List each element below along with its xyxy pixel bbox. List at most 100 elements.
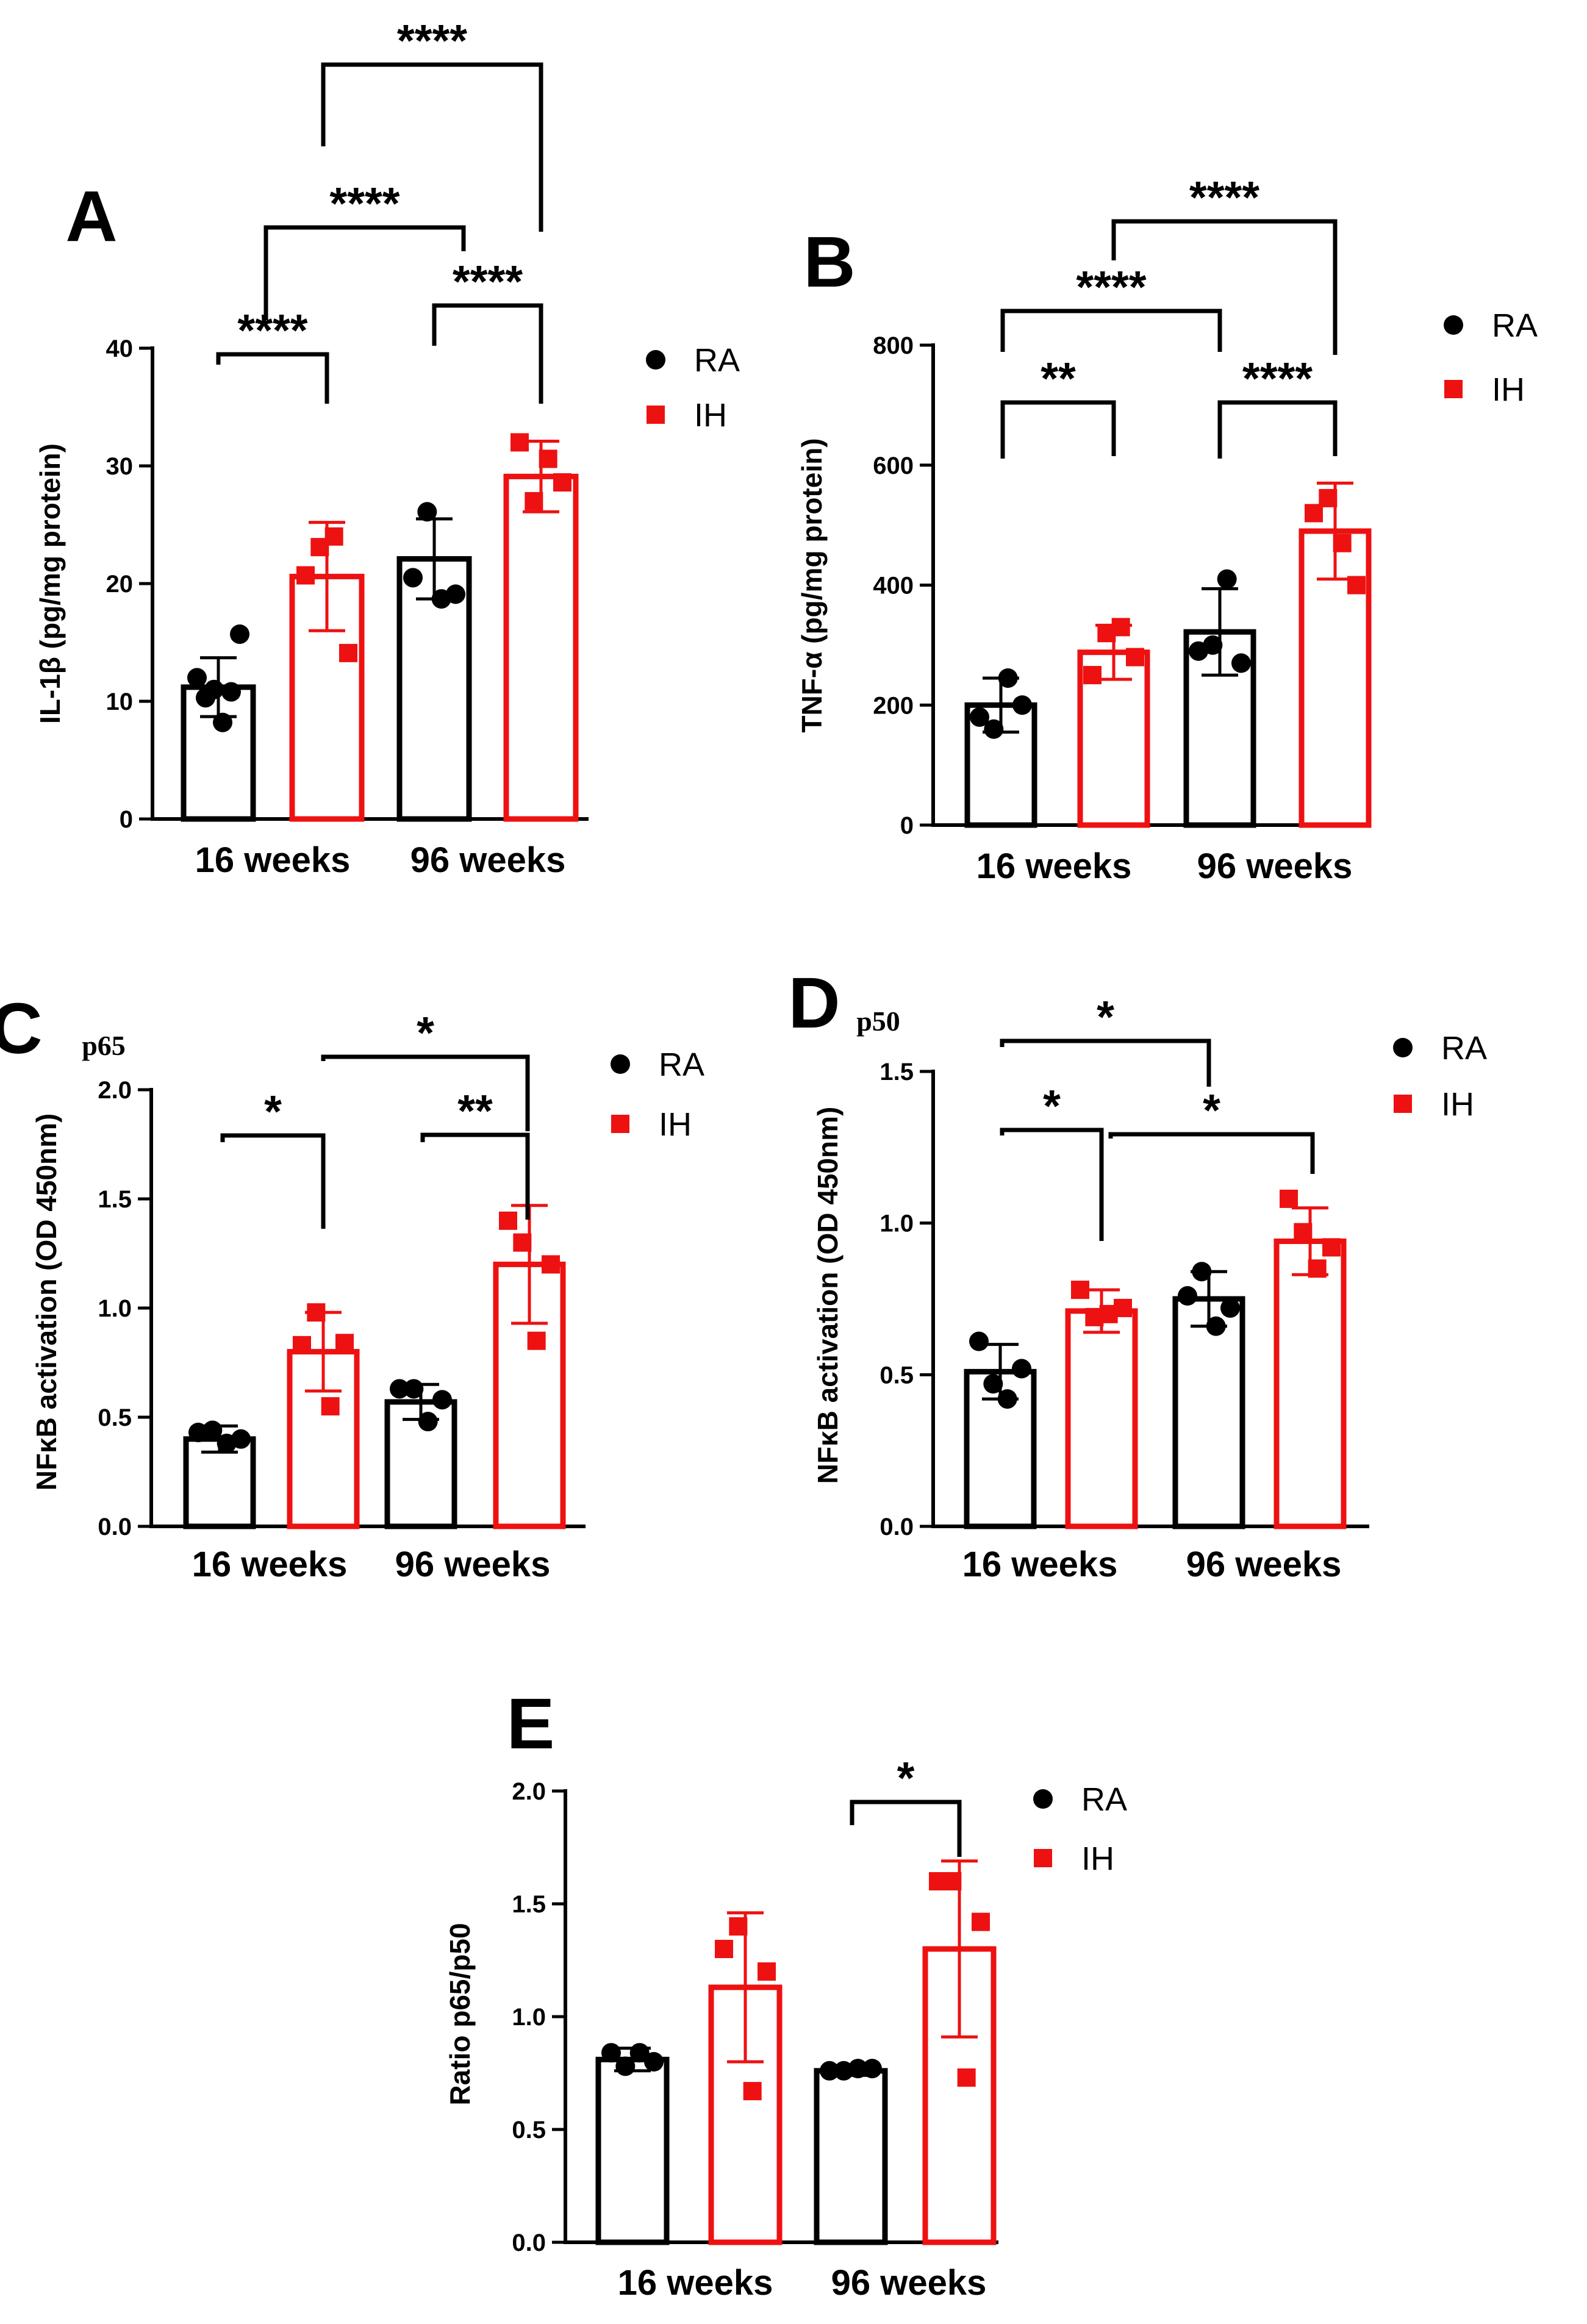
significance-bracket	[321, 62, 543, 232]
significance-stars: *	[897, 1753, 915, 1803]
legend-label-ra: RA	[1492, 307, 1538, 344]
bar-ra	[595, 2056, 670, 2245]
significance-bracket	[432, 303, 543, 404]
bar-ih	[1065, 1308, 1138, 1529]
legend-label-ih: IH	[1492, 371, 1525, 408]
y-axis-label: NFκB activation (OD 450nm)	[30, 1114, 62, 1491]
data-point-ih	[957, 2068, 976, 2087]
data-point-ra	[848, 2059, 868, 2079]
data-point-ra	[820, 2061, 839, 2081]
data-point-ra	[202, 1420, 223, 1440]
y-tick-label: 1.5	[512, 1891, 546, 1918]
significance-stars: ****	[329, 178, 399, 229]
legend-marker-ra	[1393, 1038, 1413, 1057]
data-point-ra	[221, 682, 241, 702]
y-tick-label: 0.5	[98, 1404, 132, 1431]
y-tick-label: 1.5	[879, 1059, 914, 1085]
legend-label-ih: IH	[694, 397, 727, 434]
y-tick-label: 0.0	[512, 2229, 546, 2256]
legend-label-ra: RA	[694, 342, 740, 379]
data-point-ra	[1206, 1316, 1226, 1336]
panel-letter: B	[803, 222, 855, 302]
legend-label-ra: RA	[1441, 1030, 1487, 1067]
data-point-ih	[943, 1872, 962, 1890]
data-point-ih	[513, 1233, 532, 1252]
data-point-ih	[307, 1303, 326, 1322]
data-point-ih	[743, 2082, 762, 2101]
legend-marker-ra	[611, 1054, 630, 1074]
panel-subtitle: p65	[82, 1030, 126, 1061]
data-point-ra	[404, 1379, 424, 1399]
y-tick-label: 1.0	[512, 2004, 546, 2031]
x-tick-label: 96 weeks	[410, 840, 566, 880]
data-point-ih	[339, 643, 357, 662]
data-point-ih	[499, 1211, 517, 1230]
y-axis-label: IL-1β (pg/mg protein)	[34, 443, 66, 724]
y-tick-label: 200	[873, 692, 914, 719]
data-point-ra	[997, 1389, 1017, 1409]
y-tick-label: 800	[873, 332, 914, 359]
data-point-ra	[1220, 1298, 1240, 1318]
significance-bracket	[1000, 309, 1222, 352]
y-tick-label: 30	[106, 453, 134, 480]
data-point-ih	[293, 1335, 311, 1354]
y-tick-label: 2.0	[512, 1778, 546, 1805]
x-tick-label: 16 weeks	[962, 1545, 1118, 1584]
data-point-ih	[1114, 1298, 1132, 1317]
y-axis-label: Ratio p65/p50	[444, 1923, 476, 2105]
legend: RA IH	[646, 342, 740, 434]
data-point-ra	[446, 584, 465, 604]
legend: RA IH	[1444, 307, 1538, 408]
panel-c: 0.0 0.5 1.0 1.5 2.0 16 weeks 96 weeks NFκB acti…	[0, 989, 704, 1584]
panel-subtitle: p50	[856, 1006, 900, 1037]
data-point-ih	[1280, 1189, 1298, 1208]
data-point-ra	[1012, 695, 1032, 715]
x-tick-label: 16 weeks	[195, 840, 351, 880]
data-point-ih	[1322, 1238, 1341, 1257]
x-tick-label: 96 weeks	[1186, 1545, 1342, 1584]
legend-label-ih: IH	[659, 1106, 692, 1143]
y-axis-label: TNF-α (pg/mg protein)	[796, 438, 828, 732]
data-point-ih	[525, 492, 543, 510]
x-tick-label: 96 weeks	[1197, 846, 1353, 886]
significance-stars: *	[1097, 992, 1114, 1042]
data-point-ih	[1083, 666, 1102, 685]
data-point-ih	[296, 566, 315, 585]
data-point-ih	[542, 1255, 560, 1274]
y-tick-label: 0.0	[98, 1514, 132, 1540]
y-tick-label: 0	[900, 812, 914, 839]
x-tick-label: 96 weeks	[395, 1545, 551, 1584]
panel-letter: D	[788, 963, 840, 1043]
y-tick-label: 10	[106, 688, 134, 715]
data-point-ih	[729, 1917, 748, 1936]
data-point-ra	[213, 712, 232, 732]
y-tick-label: 0.5	[512, 2117, 546, 2143]
legend-marker-ih	[647, 406, 665, 424]
data-point-ih	[972, 1912, 990, 1931]
y-tick-label: 600	[873, 452, 914, 479]
significance-stars: ****	[1189, 172, 1259, 223]
significance-stars: **	[1041, 353, 1076, 404]
data-point-ra	[1012, 1359, 1031, 1379]
panel-letter: C	[0, 989, 43, 1069]
y-tick-label: 20	[106, 571, 134, 598]
y-tick-label: 0.0	[879, 1514, 914, 1540]
data-point-ra	[231, 1429, 251, 1449]
legend-marker-ih	[1034, 1849, 1052, 1867]
legend: RA IH	[611, 1046, 704, 1143]
data-point-ra	[230, 624, 249, 644]
significance-bracket	[216, 352, 329, 404]
data-point-ra	[1203, 635, 1223, 655]
data-point-ra	[417, 502, 437, 522]
panel-b: 0 200 400 600 800 16 weeks 96 weeks TNF-α (pg/m…	[796, 172, 1538, 886]
data-point-ih	[1294, 1223, 1313, 1242]
x-tick-label: 96 weeks	[831, 2263, 987, 2303]
panel-d: 0.0 0.5 1.0 1.5 16 weeks 96 weeks NFκB activat…	[788, 963, 1487, 1584]
data-point-ih	[335, 1334, 354, 1353]
legend-marker-ih	[611, 1115, 629, 1133]
significance-bracket	[1000, 1128, 1104, 1241]
legend-label-ih: IH	[1081, 1840, 1114, 1877]
data-point-ih	[1071, 1281, 1089, 1300]
significance-bracket	[1000, 1039, 1211, 1087]
legend-label-ra: RA	[659, 1046, 704, 1083]
